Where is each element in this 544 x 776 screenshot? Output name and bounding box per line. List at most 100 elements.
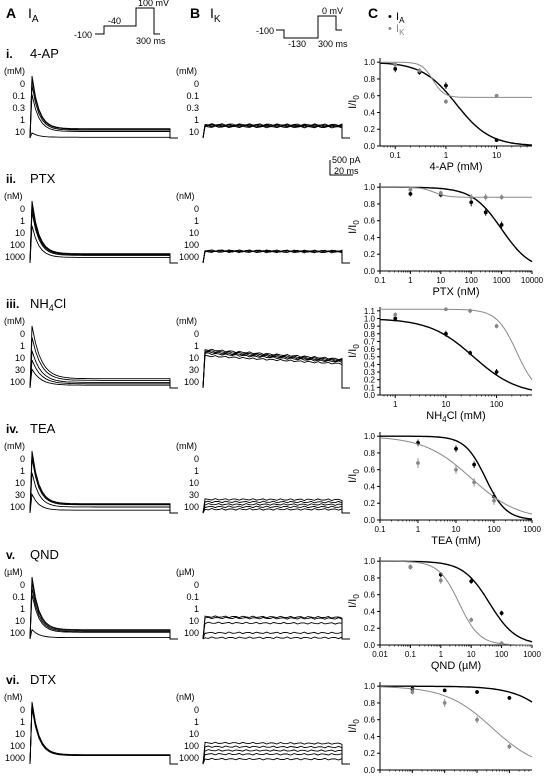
data-point-ia [494, 138, 499, 143]
conc-label-b: 10 [189, 478, 199, 488]
conc-label-b: 0 [194, 454, 199, 464]
x-axis-label: QND (µM) [431, 660, 481, 672]
data-point-ik [410, 690, 415, 694]
x-tick-label: 10 [467, 650, 476, 659]
fit-curve-ia [379, 318, 533, 391]
conc-label-b: 0.1 [186, 91, 199, 101]
protocol-a-duration: 300 ms [136, 36, 166, 46]
ik-trace [202, 745, 350, 765]
y-tick-label: 0.4 [364, 108, 376, 117]
conc-label-b: 30 [189, 490, 199, 500]
y-tick-label: 0.7 [364, 337, 376, 346]
fit-curve-ik [380, 61, 532, 98]
conc-label-b: 10 [189, 616, 199, 626]
legend-ik-label: IK [396, 23, 405, 37]
y-tick-label: 0.0 [364, 142, 376, 151]
data-point-ia [469, 200, 474, 205]
ia-trace [29, 472, 178, 514]
x-tick-label: 100 [487, 525, 501, 534]
data-point-ik [454, 467, 458, 472]
data-point-ia [499, 611, 504, 616]
conc-label-b: 0.1 [186, 592, 199, 602]
data-point-ik [417, 68, 422, 73]
fit-curve-ik [380, 560, 532, 646]
ia-trace [29, 212, 178, 264]
y-axis-label: I/I0 [347, 220, 361, 234]
conc-label-a: 100 [10, 741, 25, 751]
row-2: ii. PTX (nM) 0 1 10 100 1000 (nM) 0 1 10 100 1000 [4, 171, 350, 264]
legend-ia-symbol: • [388, 11, 392, 23]
y-tick-label: 0.1 [364, 383, 376, 392]
ia-trace [29, 337, 178, 389]
conc-unit-b: (mM) [176, 441, 197, 451]
ia-trace [29, 132, 178, 139]
data-point-ik [438, 578, 443, 583]
conc-label-b: 1 [194, 216, 199, 226]
conc-label-a: 0 [20, 705, 25, 715]
y-tick-label: 0.4 [364, 360, 376, 369]
row-roman: ii. [6, 172, 16, 186]
ik-trace [202, 615, 350, 640]
conc-label-a: 0.3 [12, 103, 25, 113]
fit-curve-ik [379, 437, 533, 515]
y-tick-label: 0.0 [364, 516, 376, 525]
data-point-ik [393, 62, 398, 67]
conc-label-a: 1 [20, 717, 25, 727]
data-point-ik [444, 307, 448, 312]
ik-trace [202, 636, 350, 640]
ia-trace [29, 576, 178, 640]
conc-label-a: 1000 [5, 753, 25, 763]
ia-trace [29, 708, 178, 765]
x-tick-label: 1 [444, 151, 449, 160]
conc-label-b: 0 [194, 580, 199, 590]
x-tick-label: 100 [490, 400, 504, 409]
row-roman: i. [6, 47, 13, 61]
conc-label-a: 0.1 [12, 592, 25, 602]
ik-trace [202, 354, 350, 389]
y-axis-label: I/I0 [347, 469, 361, 483]
row-drug-name: DTX [30, 672, 56, 687]
data-point-ia [469, 579, 474, 584]
data-point-ia [393, 316, 398, 321]
data-point-ia [444, 331, 448, 336]
protocol-b-hold: -100 [256, 26, 274, 36]
conc-unit-b: (nM) [176, 191, 195, 201]
data-point-ik [499, 195, 504, 200]
data-point-ia [499, 223, 504, 227]
conc-label-a: 100 [10, 628, 25, 638]
chart-5: 0.0 0.2 0.4 0.6 0.8 1.0 0.01 0.1 1 10 100 1000 QND (… [347, 557, 541, 672]
x-axis-label: TEA (mM) [431, 535, 481, 547]
x-tick-label: 0.01 [372, 650, 388, 659]
data-point-ik [469, 195, 474, 200]
conc-label-a: 100 [10, 240, 25, 250]
fit-curve-ia [380, 685, 533, 703]
y-tick-label: 0.3 [364, 368, 376, 377]
conc-label-a: 10 [15, 353, 25, 363]
ik-trace [202, 621, 350, 640]
conc-unit-a: (nM) [4, 692, 23, 702]
x-axis-label: 4-AP (mM) [430, 161, 483, 173]
conc-label-a: 0 [20, 204, 25, 214]
y-axis-label: I/I0 [347, 719, 361, 733]
y-tick-label: 1.0 [364, 682, 376, 691]
ia-trace [29, 450, 178, 514]
conc-unit-a: (µM) [4, 567, 23, 577]
x-tick-label: 10 [492, 151, 501, 160]
conc-unit-a: (mM) [4, 441, 25, 451]
data-point-ik [408, 565, 413, 569]
conc-label-b: 1 [194, 115, 199, 125]
conc-label-b: 1 [194, 604, 199, 614]
ik-trace [202, 500, 350, 514]
data-point-ia [454, 446, 458, 451]
y-tick-label: 0.4 [364, 482, 376, 491]
chart-axes [379, 557, 532, 646]
data-point-ik [492, 498, 496, 503]
fit-curve-ia [380, 186, 533, 263]
conc-label-a: 0.1 [12, 91, 25, 101]
protocol-b-duration: 300 ms [318, 39, 348, 49]
y-tick-label: 1.0 [364, 557, 376, 566]
conc-label-b: 0 [194, 329, 199, 339]
scale-bar: 500 pA 20 ms [329, 155, 361, 176]
